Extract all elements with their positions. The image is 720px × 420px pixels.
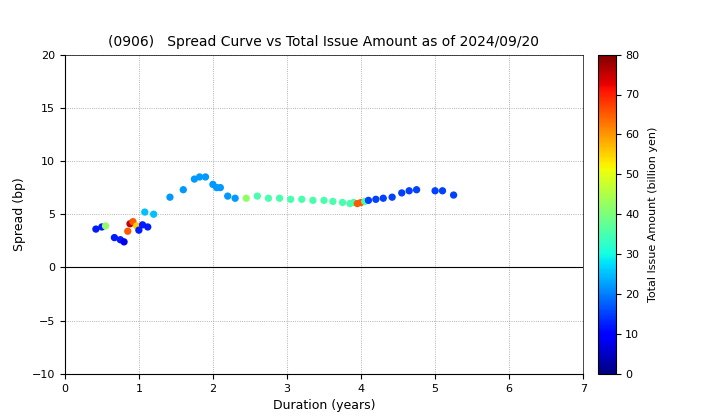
Point [148,211,159,218]
Point [396,189,408,196]
Point [274,195,285,202]
Point [263,195,274,202]
Point [437,187,449,194]
Point [351,200,363,207]
Title: (0906)   Spread Curve vs Total Issue Amount as of 2024/09/20: (0906) Spread Curve vs Total Issue Amoun… [109,35,539,49]
Point [251,193,263,199]
Point [215,184,226,191]
Point [240,195,252,202]
Point [211,184,222,191]
Point [139,209,150,215]
Point [355,199,366,206]
Point [133,227,145,234]
Y-axis label: Total Issue Amount (billion yen): Total Issue Amount (billion yen) [648,126,658,302]
Point [127,218,139,225]
Point [100,223,112,229]
Point [114,236,126,243]
Point [327,198,338,205]
Point [363,197,374,204]
Point [122,228,133,235]
Point [222,193,233,199]
Point [318,197,330,204]
Point [387,194,398,200]
Point [448,192,459,198]
Point [164,194,176,200]
Point [199,173,211,180]
Point [370,196,382,203]
Point [337,199,348,206]
Point [90,226,102,232]
X-axis label: Duration (years): Duration (years) [273,399,375,412]
Point [96,223,107,230]
Point [207,181,219,188]
Point [194,173,205,180]
Point [429,187,441,194]
Point [285,196,297,203]
Point [189,176,200,182]
Point [411,186,423,193]
Point [137,221,148,228]
Point [377,195,389,202]
Point [230,195,241,202]
Point [109,234,120,241]
Point [403,187,415,194]
Point [307,197,319,204]
Point [348,199,359,206]
Point [296,196,307,203]
Point [125,220,136,227]
Point [118,239,130,245]
Point [178,186,189,193]
Y-axis label: Spread (bp): Spread (bp) [13,177,26,251]
Point [359,198,371,205]
Point [131,223,143,229]
Point [344,200,356,207]
Point [142,223,153,230]
